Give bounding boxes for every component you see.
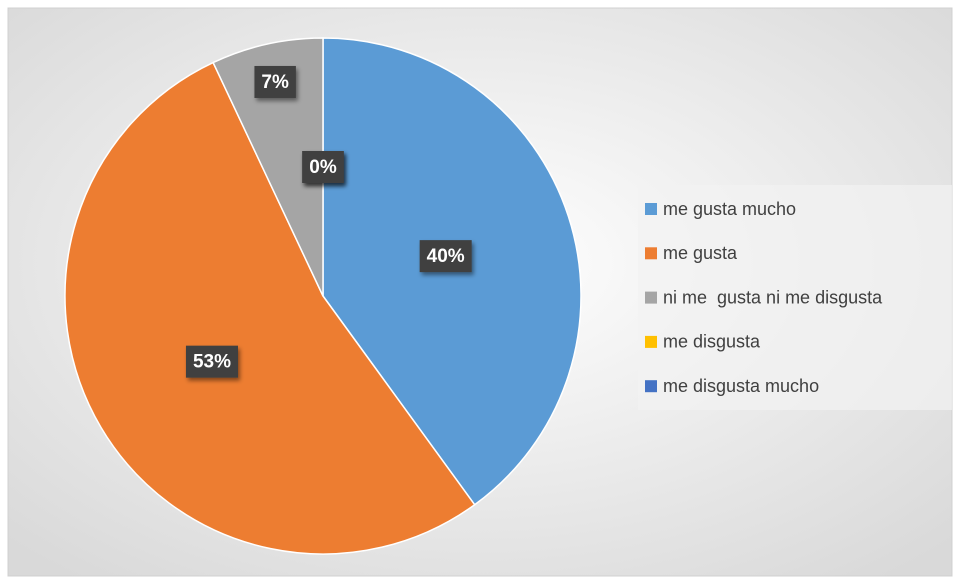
data-label-text: 7% xyxy=(261,72,289,93)
legend-swatch xyxy=(645,380,657,393)
pie-slice xyxy=(64,61,476,555)
data-label-box xyxy=(185,345,238,378)
data-label-box xyxy=(419,240,472,273)
data-label-text: 0% xyxy=(309,157,337,178)
legend-swatch xyxy=(645,203,657,215)
data-label: 53% xyxy=(185,345,238,378)
data-label-text: 53% xyxy=(193,352,231,373)
data-label: 7% xyxy=(254,65,296,98)
pie-slice xyxy=(212,37,324,297)
data-label-text: 40% xyxy=(427,246,465,267)
legend-label: me disgusta mucho xyxy=(663,376,819,396)
legend-swatch xyxy=(645,291,657,304)
legend-panel xyxy=(638,185,952,410)
data-label: 0% xyxy=(302,151,344,183)
legend-swatch xyxy=(645,335,657,348)
legend-label: me gusta xyxy=(663,243,738,263)
legend-label: ni me gusta ni me disgusta xyxy=(663,287,883,307)
legend-swatch xyxy=(645,247,657,260)
data-label: 40% xyxy=(419,240,472,273)
legend-label: me gusta mucho xyxy=(663,199,796,219)
data-label-box xyxy=(302,151,344,183)
data-label-box xyxy=(254,65,296,98)
legend-label: me disgusta xyxy=(663,332,761,352)
